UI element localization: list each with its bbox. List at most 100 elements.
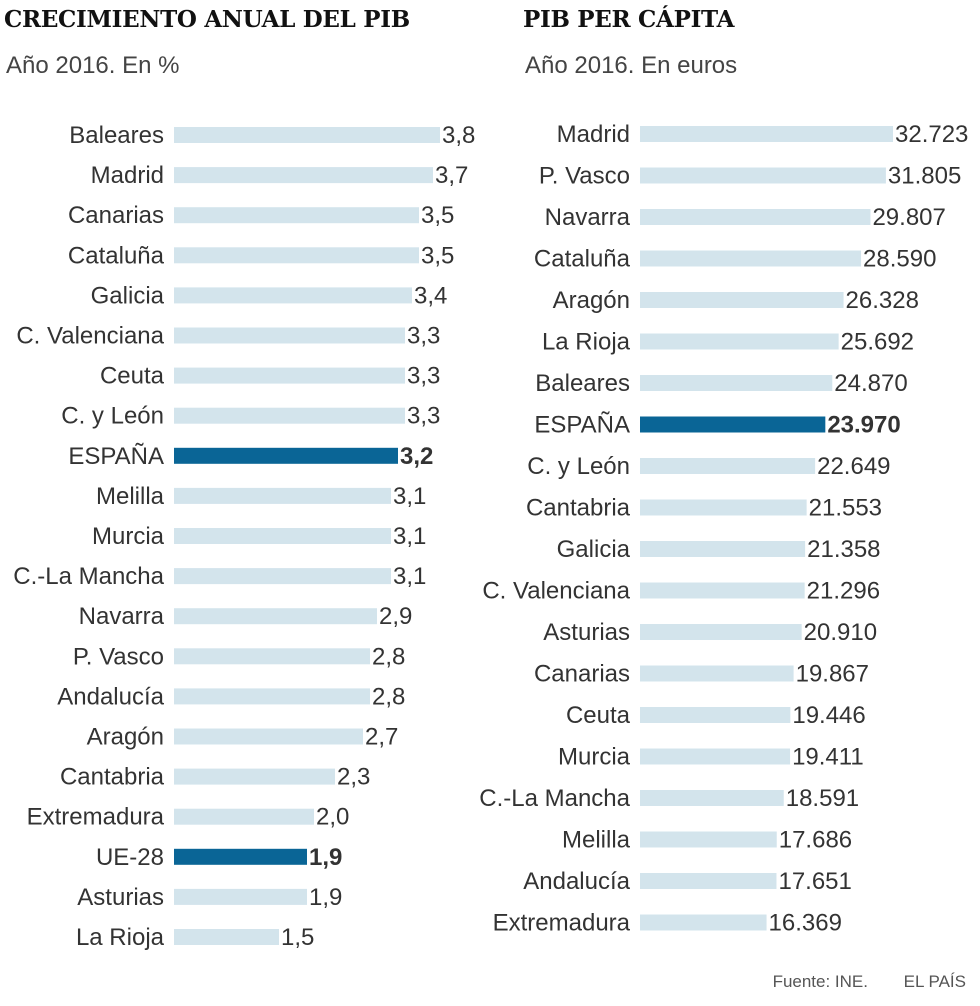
value-label-madrid: 32.723: [895, 121, 968, 148]
category-label-cantabria: Cantabria: [526, 495, 631, 522]
value-label-p-vasco: 2,8: [372, 643, 405, 670]
per-capita-bar-chart: Madrid 32.723 P. Vasco 31.805 Navarra 29.807 C…: [479, 121, 968, 937]
category-label-extremadura: Extremadura: [27, 804, 165, 831]
value-label-la-rioja: 25.692: [841, 329, 914, 356]
category-label-c-valenciana: C. Valenciana: [482, 578, 630, 605]
bar-murcia: [640, 748, 791, 765]
bar-navarra: [174, 608, 377, 625]
bar-cantabria: [640, 499, 807, 516]
category-label-navarra: Navarra: [79, 603, 165, 630]
category-label-p-vasco: P. Vasco: [73, 643, 164, 670]
category-label-melilla: Melilla: [96, 483, 165, 510]
bar-c-la-mancha: [640, 790, 784, 806]
bar-melilla: [174, 487, 391, 504]
bar-baleares: [640, 375, 833, 391]
value-label-ceuta: 3,3: [407, 363, 440, 390]
category-label-la-rioja: La Rioja: [76, 924, 165, 951]
value-label-extremadura: 2,0: [316, 804, 349, 831]
bar-andalucia: [174, 688, 370, 705]
bar-melilla: [640, 831, 777, 848]
bar-c-y-leon: [174, 407, 405, 424]
category-label-la-rioja: La Rioja: [542, 329, 631, 356]
bar-c-la-mancha: [174, 568, 391, 585]
category-label-ue-28: UE-28: [96, 844, 164, 871]
bar-cataluna: [640, 250, 862, 267]
category-label-baleares: Baleares: [535, 370, 630, 397]
bar-extremadura: [640, 914, 767, 931]
value-label-ceuta: 19.446: [792, 702, 865, 729]
value-label-navarra: 29.807: [872, 204, 945, 231]
per-capita-chart-title: PIB PER CÁPITA: [523, 6, 735, 33]
bar-murcia: [174, 528, 391, 544]
value-label-canarias: 3,5: [421, 202, 454, 229]
value-label-andalucia: 17.651: [778, 868, 851, 895]
value-label-galicia: 21.358: [807, 536, 880, 563]
value-label-madrid: 3,7: [435, 162, 468, 189]
category-label-galicia: Galicia: [557, 536, 631, 563]
bar-canarias: [174, 207, 419, 224]
bar-c-valenciana: [640, 582, 805, 599]
category-label-c-y-leon: C. y León: [61, 403, 164, 430]
bar-p-vasco: [640, 167, 886, 184]
bar-la-rioja: [174, 929, 279, 945]
category-label-murcia: Murcia: [92, 523, 165, 550]
category-label-baleares: Baleares: [69, 122, 164, 149]
brand-credit: EL PAÍS: [903, 972, 966, 991]
value-label-espana: 23.970: [827, 412, 900, 439]
value-label-c-valenciana: 21.296: [807, 578, 880, 605]
category-label-aragon: Aragón: [87, 724, 164, 751]
bar-c-y-leon: [640, 458, 816, 474]
bar-madrid: [640, 126, 893, 142]
bar-cantabria: [174, 768, 335, 785]
bar-cataluna: [174, 247, 419, 264]
category-label-andalucia: Andalucía: [57, 683, 164, 710]
source-note: Fuente: INE.: [772, 972, 868, 991]
category-label-c-la-mancha: C.-La Mancha: [13, 563, 164, 590]
category-label-andalucia: Andalucía: [523, 868, 630, 895]
category-label-aragon: Aragón: [553, 287, 630, 314]
value-label-murcia: 3,1: [393, 523, 426, 550]
category-label-extremadura: Extremadura: [493, 910, 631, 937]
bar-aragon: [640, 292, 844, 308]
value-label-galicia: 3,4: [414, 282, 447, 309]
category-label-madrid: Madrid: [557, 121, 630, 148]
value-label-asturias: 1,9: [309, 884, 342, 911]
bar-madrid: [174, 167, 433, 184]
value-label-espana: 3,2: [400, 443, 433, 470]
category-label-canarias: Canarias: [534, 661, 630, 688]
bar-aragon: [174, 728, 363, 745]
value-label-c-la-mancha: 18.591: [786, 785, 859, 812]
category-label-cataluna: Cataluña: [534, 246, 631, 273]
category-label-cantabria: Cantabria: [60, 764, 165, 791]
category-label-c-la-mancha: C.-La Mancha: [479, 785, 630, 812]
value-label-ue-28: 1,9: [309, 844, 342, 871]
value-label-c-y-leon: 22.649: [817, 453, 890, 480]
value-label-cataluna: 3,5: [421, 242, 454, 269]
value-label-cataluna: 28.590: [863, 246, 936, 273]
category-label-espana: ESPAÑA: [534, 412, 630, 439]
bar-extremadura: [174, 808, 314, 825]
value-label-cantabria: 21.553: [809, 495, 882, 522]
value-label-asturias: 20.910: [804, 619, 877, 646]
category-label-ceuta: Ceuta: [100, 363, 165, 390]
category-label-galicia: Galicia: [91, 282, 165, 309]
bar-navarra: [640, 209, 871, 225]
value-label-baleares: 24.870: [834, 370, 907, 397]
bar-espana: [640, 416, 826, 433]
value-label-cantabria: 2,3: [337, 764, 370, 791]
value-label-andalucia: 2,8: [372, 683, 405, 710]
category-label-navarra: Navarra: [545, 204, 631, 231]
category-label-madrid: Madrid: [91, 162, 164, 189]
bar-ceuta: [174, 367, 405, 384]
value-label-c-valenciana: 3,3: [407, 323, 440, 350]
value-label-extremadura: 16.369: [769, 910, 842, 937]
growth-chart-panel: CRECIMIENTO ANUAL DEL PIB Año 2016. En %…: [0, 0, 490, 960]
bar-baleares: [174, 127, 440, 143]
bar-espana: [174, 447, 398, 464]
value-label-canarias: 19.867: [796, 661, 869, 688]
value-label-c-y-leon: 3,3: [407, 403, 440, 430]
bar-asturias: [174, 888, 307, 905]
bar-c-valenciana: [174, 327, 405, 344]
bar-p-vasco: [174, 648, 370, 665]
value-label-murcia: 19.411: [792, 744, 864, 771]
